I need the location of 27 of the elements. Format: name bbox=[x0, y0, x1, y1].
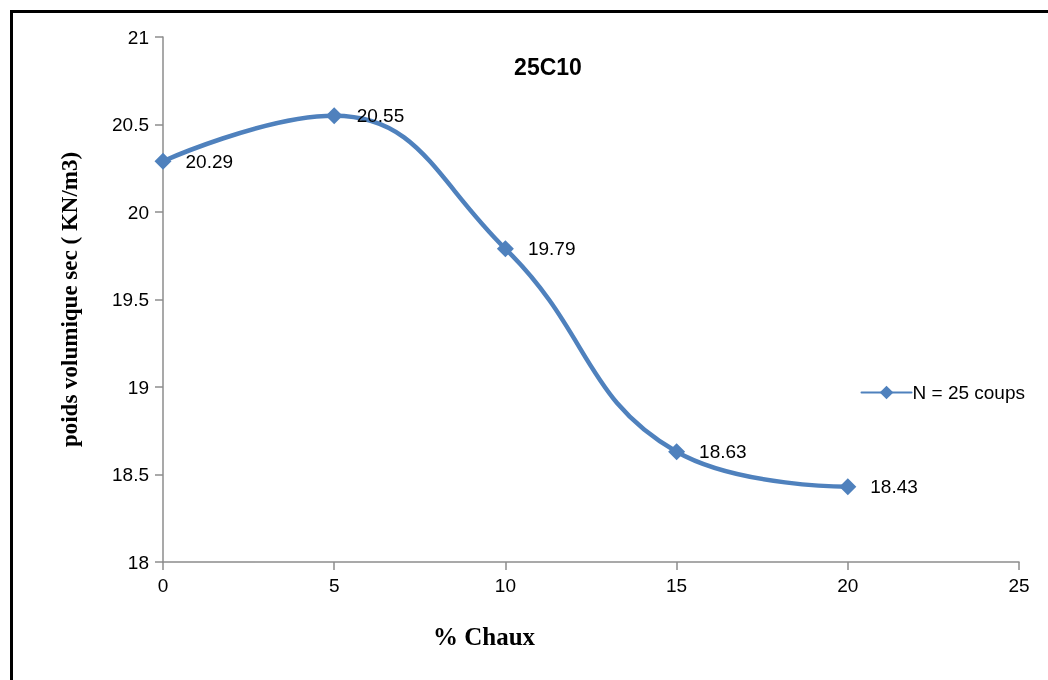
y-tick-label: 21 bbox=[127, 26, 149, 48]
x-tick-label: 15 bbox=[666, 575, 688, 596]
x-axis-title: % Chaux bbox=[432, 623, 536, 650]
y-tick-label: 20 bbox=[127, 201, 149, 223]
y-tick-label: 18.5 bbox=[112, 464, 149, 485]
point bbox=[496, 240, 514, 258]
x-tick-label: 20 bbox=[837, 575, 859, 596]
text: 25C10 bbox=[514, 53, 582, 80]
point bbox=[839, 478, 857, 496]
data-label: 18.63 bbox=[699, 441, 747, 463]
data-label: 18.43 bbox=[870, 476, 918, 498]
y-tick-label: 20.5 bbox=[112, 114, 149, 135]
x-tick-label: 10 bbox=[494, 575, 516, 596]
legend-label: N = 25 coups bbox=[912, 382, 1026, 403]
point bbox=[154, 152, 172, 170]
x-tick-label: 5 bbox=[328, 575, 340, 596]
data-label: 20.55 bbox=[356, 105, 405, 127]
data-label: 19.79 bbox=[527, 238, 576, 260]
y-tick-label: 19.5 bbox=[112, 289, 149, 310]
point bbox=[325, 107, 343, 125]
point bbox=[668, 443, 686, 461]
x-tick-label: 25 bbox=[1008, 575, 1030, 596]
y-axis-title: poids volumique sec ( KN/m3) bbox=[57, 151, 82, 448]
y-tick-label: 19 bbox=[127, 376, 149, 398]
data-label: 20.29 bbox=[185, 150, 234, 172]
x-tick-label: 0 bbox=[157, 575, 169, 596]
y-tick-label: 18 bbox=[127, 551, 149, 573]
